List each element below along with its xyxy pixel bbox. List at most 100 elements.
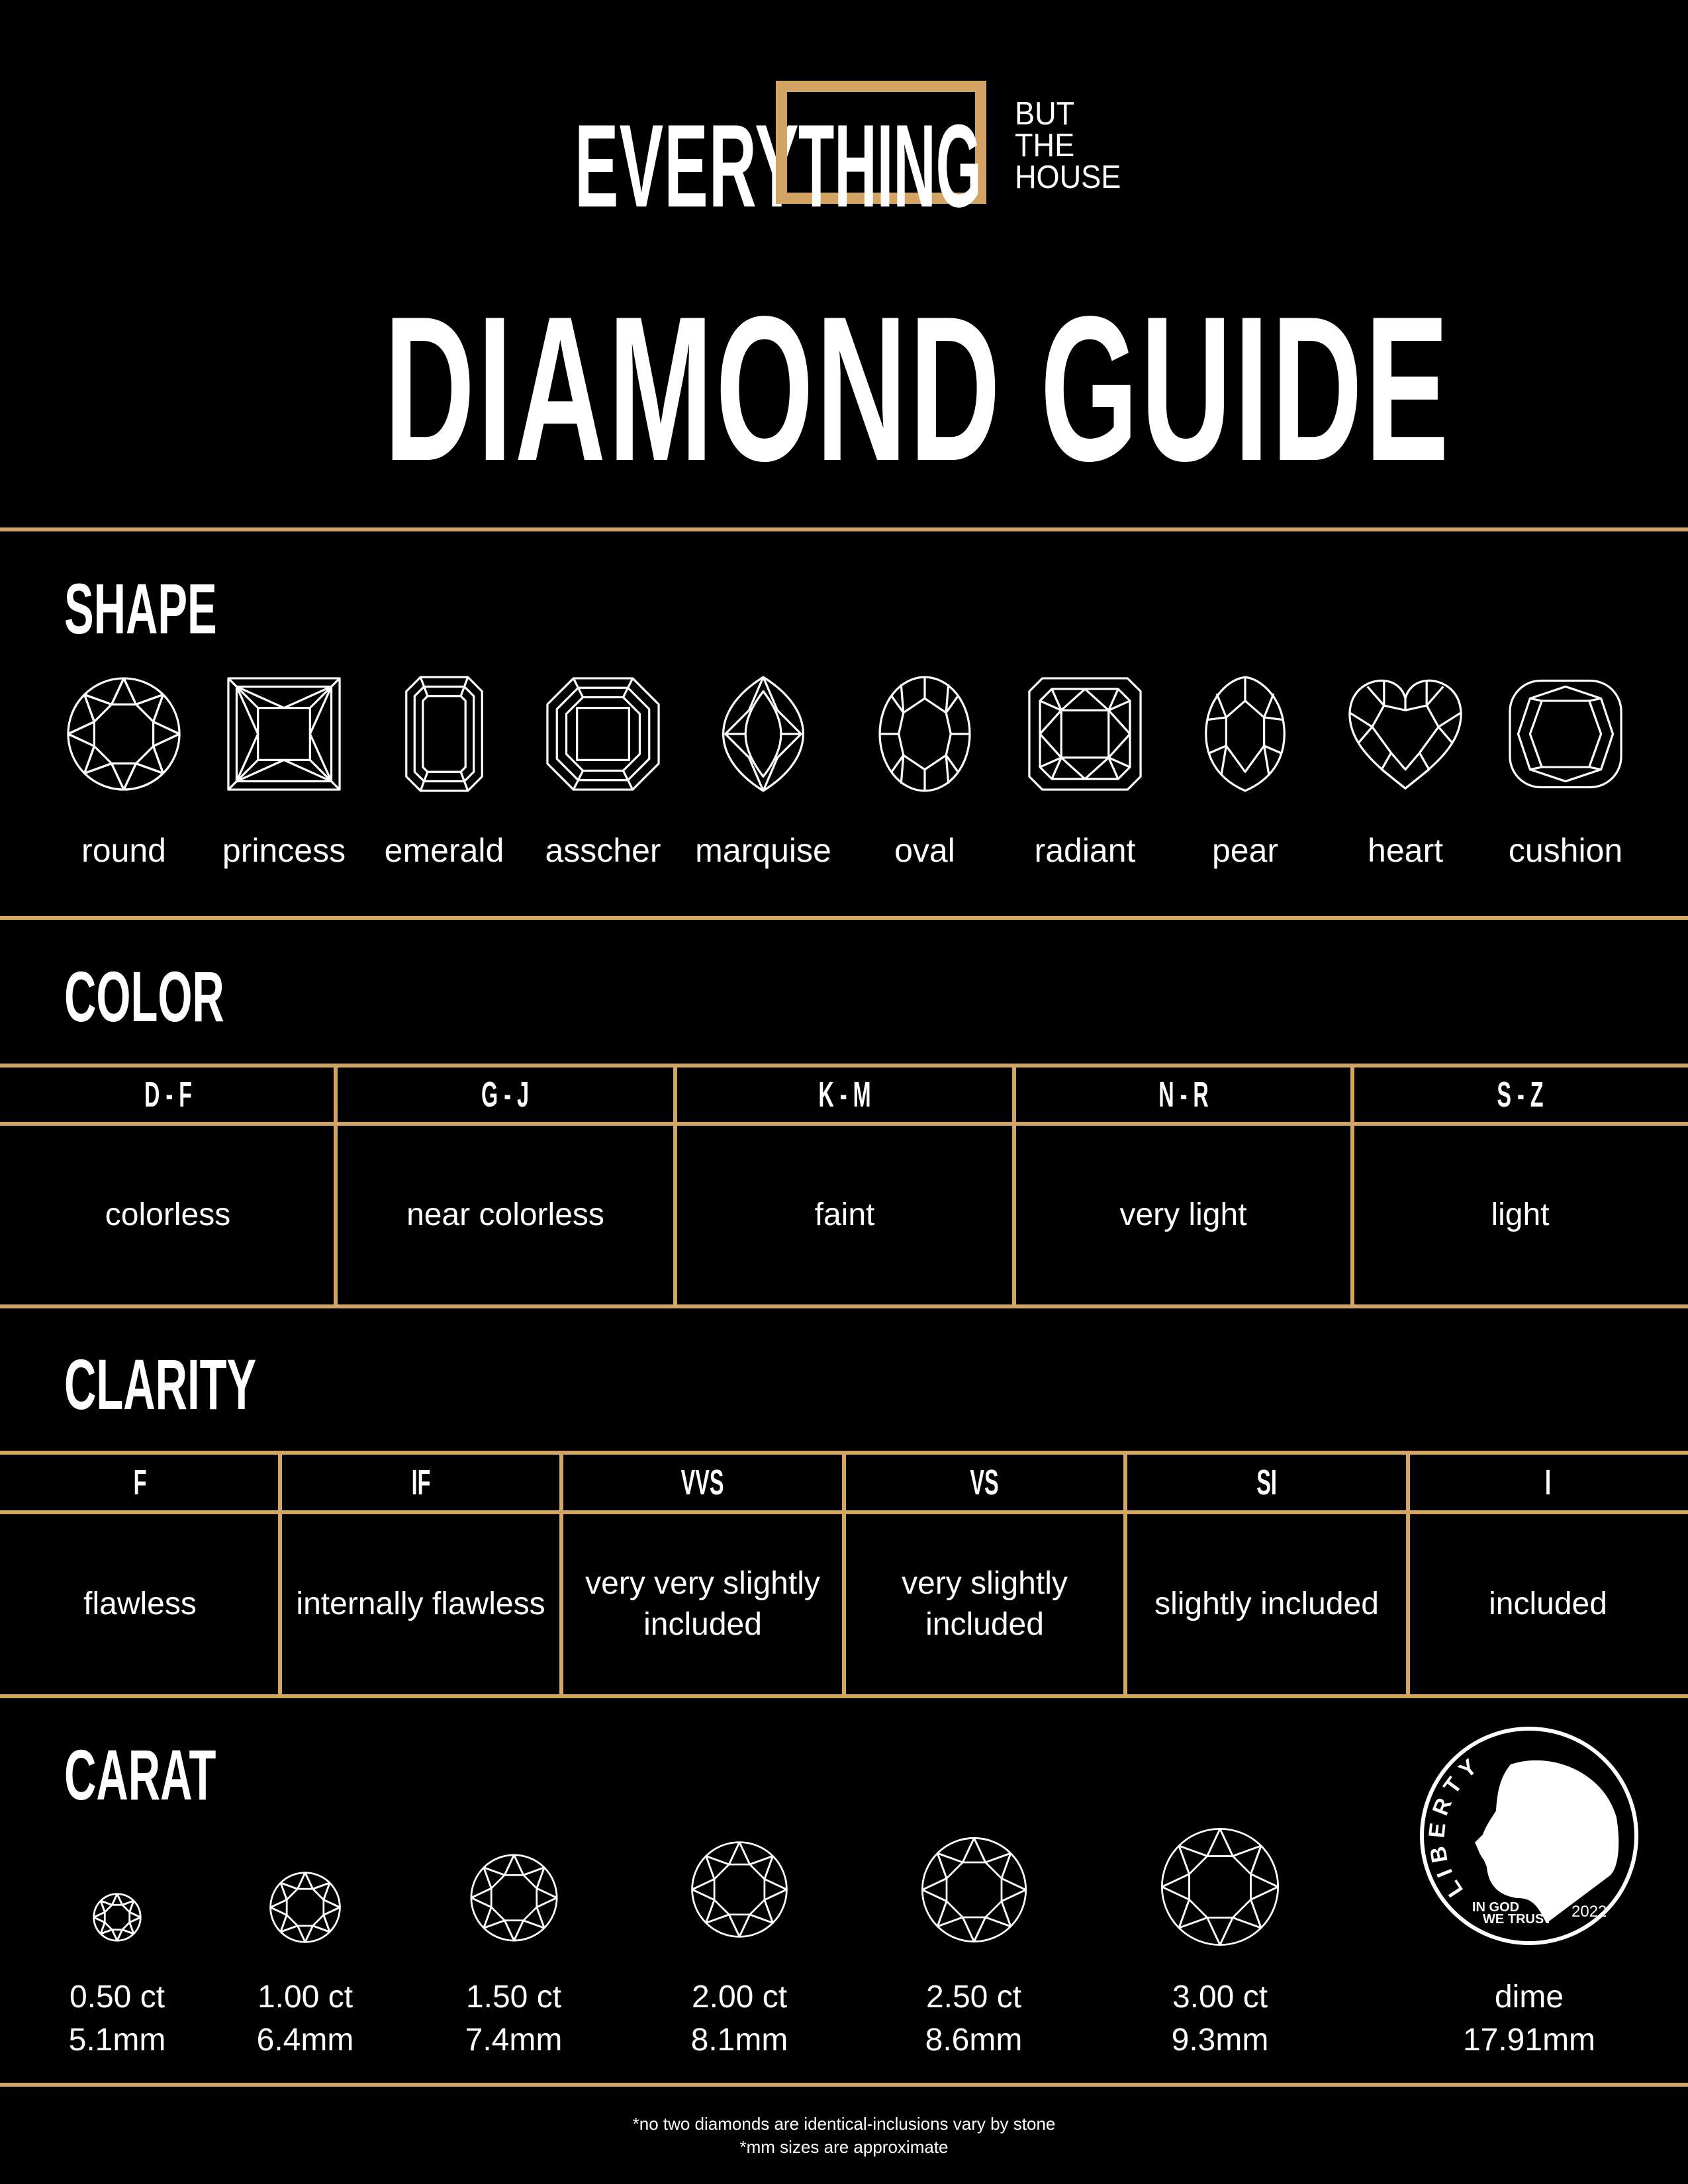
carat-heading: CARAT <box>64 1735 216 1815</box>
grade-description: included <box>1489 1586 1607 1621</box>
grade-header: K - M <box>679 1068 1010 1122</box>
radiant-diamond-icon <box>1028 677 1142 791</box>
carat-item: 2.00 ct 8.1mm <box>633 1976 845 2062</box>
table-border <box>0 1064 1688 1068</box>
round-diamond-icon <box>67 677 181 791</box>
logo-box <box>776 81 986 204</box>
coin-year: 2022 <box>1571 1903 1607 1921</box>
table-divider <box>1350 1064 1354 1308</box>
grade-header: F <box>4 1455 276 1510</box>
carat-item: 1.50 ct 7.4mm <box>408 1976 620 2062</box>
asscher-diamond-icon <box>546 677 660 791</box>
shape-label: round <box>81 832 166 869</box>
brand-logo: EVERY THING BUT THE HOUSE <box>575 81 1144 225</box>
grade-label: VVS <box>681 1463 724 1502</box>
logo-tagline: BUT THE HOUSE <box>1015 96 1121 195</box>
grade-label: K - M <box>818 1075 871 1115</box>
shape-label: princess <box>222 832 346 869</box>
carat-weight: 0.50 ct <box>69 1979 165 2015</box>
divider <box>0 2083 1688 2087</box>
logo-tag-line: THE <box>1015 128 1075 163</box>
carat-size: 8.6mm <box>925 2023 1023 2058</box>
grade-label: D - F <box>144 1075 192 1115</box>
table-divider <box>1123 1451 1127 1698</box>
grade-header: D - F <box>4 1068 332 1122</box>
shape-label: asscher <box>545 832 661 869</box>
table-border <box>0 1304 1688 1308</box>
carat-size: 6.4mm <box>256 2023 354 2058</box>
shape-label: pear <box>1211 832 1279 869</box>
carat-item: 3.00 ct 9.3mm <box>1114 1976 1326 2062</box>
shape-label: oval <box>894 832 955 869</box>
princess-diamond-icon <box>227 677 341 791</box>
clarity-heading: CLARITY <box>64 1344 257 1424</box>
grade-description: very very slightly included <box>585 1565 820 1642</box>
table-divider <box>1012 1064 1016 1308</box>
coin-liberty: LIBERTY <box>1424 1750 1480 1901</box>
grade-label: SI <box>1256 1463 1277 1502</box>
table-divider <box>673 1064 677 1308</box>
footnote: *no two diamonds are identical-inclusion… <box>632 2114 1056 2134</box>
oval-diamond-icon <box>878 676 971 792</box>
grade-description: flawless <box>83 1586 197 1621</box>
carat-size: 5.1mm <box>68 2023 166 2058</box>
coin-motto-2: WE TRUST <box>1483 1912 1552 1927</box>
table-divider <box>559 1451 563 1698</box>
marquise-diamond-icon <box>722 676 804 792</box>
grade-label: IF <box>411 1463 430 1502</box>
carat-size: 9.3mm <box>1171 2023 1269 2058</box>
round-diamond-icon <box>469 1853 558 1942</box>
grade-header: IF <box>284 1455 557 1510</box>
carat-size: 7.4mm <box>465 2023 563 2058</box>
heart-diamond-icon <box>1348 679 1462 790</box>
round-diamond-icon <box>269 1872 341 1943</box>
grade-header: I <box>1412 1455 1684 1510</box>
grade-description: light <box>1491 1197 1550 1232</box>
grade-label: I <box>1544 1463 1551 1502</box>
shape-label: marquise <box>695 832 831 869</box>
dime-size: 17.91mm <box>1462 2023 1596 2058</box>
grade-description: internally flawless <box>296 1586 545 1621</box>
grade-header: VS <box>848 1455 1121 1510</box>
grade-header: N - R <box>1018 1068 1348 1122</box>
grade-header: G - J <box>340 1068 671 1122</box>
grade-description: slightly included <box>1154 1586 1379 1621</box>
grade-header: VVS <box>565 1455 840 1510</box>
carat-size: 8.1mm <box>690 2023 788 2058</box>
footnote: *mm sizes are approximate <box>739 2137 949 2157</box>
dime-label: dime 17.91mm <box>1423 1976 1635 2062</box>
logo-tag-line: BUT <box>1015 96 1075 132</box>
divider <box>0 916 1688 920</box>
dime-name: dime <box>1494 1979 1564 2015</box>
grade-header: S - Z <box>1356 1068 1684 1122</box>
grade-description: near colorless <box>406 1197 604 1232</box>
dime-portrait <box>1475 1760 1619 1923</box>
shape-label: cushion <box>1508 832 1623 869</box>
grade-label: G - J <box>481 1075 530 1115</box>
grade-description: very light <box>1119 1197 1247 1232</box>
carat-weight: 1.00 ct <box>257 1979 353 2015</box>
dime-coin-icon: LIBERTY IN GOD WE TRUST 2022 <box>1420 1727 1638 1945</box>
carat-weight: 1.50 ct <box>465 1979 562 2015</box>
logo-tag-line: HOUSE <box>1015 159 1121 195</box>
grade-description: colorless <box>105 1197 231 1232</box>
shape-label: heart <box>1368 832 1443 869</box>
grade-label: VS <box>970 1463 1000 1502</box>
carat-item: 1.00 ct 6.4mm <box>199 1976 411 2062</box>
color-heading: COLOR <box>64 956 224 1036</box>
coin-motto-1: IN GOD <box>1472 1900 1519 1915</box>
carat-weight: 2.50 ct <box>925 1979 1022 2015</box>
table-divider <box>1406 1451 1410 1698</box>
carat-item: 2.50 ct 8.6mm <box>868 1976 1080 2062</box>
svg-text:LIBERTY: LIBERTY <box>1424 1750 1487 1901</box>
grade-label: N - R <box>1158 1075 1209 1115</box>
table-border <box>0 1122 1688 1126</box>
logo-every: EVERY <box>575 100 800 232</box>
shape-label: emerald <box>384 832 504 869</box>
shape-heading: SHAPE <box>64 569 217 649</box>
grade-description: faint <box>814 1197 875 1232</box>
carat-weight: 2.00 ct <box>691 1979 788 2015</box>
round-diamond-icon <box>93 1893 142 1942</box>
grade-description: very slightly included <box>902 1565 1068 1642</box>
divider <box>0 527 1688 531</box>
